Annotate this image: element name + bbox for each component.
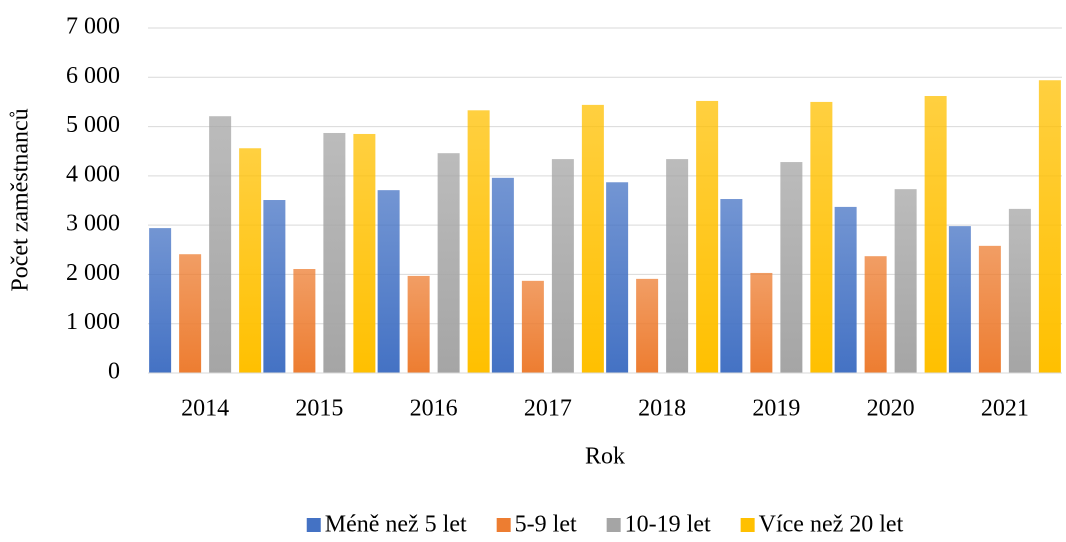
bar xyxy=(978,245,1001,373)
bar xyxy=(948,226,971,373)
legend-label: 10-19 let xyxy=(625,512,711,538)
bar xyxy=(780,162,803,373)
x-tick-label: 2019 xyxy=(752,396,800,422)
y-axis-title: Počet zaměstnanců xyxy=(8,108,34,291)
bar xyxy=(696,100,719,373)
bar xyxy=(864,256,887,373)
legend-swatch xyxy=(740,518,755,532)
bar xyxy=(606,182,629,373)
bar xyxy=(924,96,947,373)
bar xyxy=(149,228,172,373)
bar xyxy=(293,269,316,373)
x-tick-label: 2015 xyxy=(295,396,343,422)
legend-label: Více než 20 let xyxy=(759,512,904,538)
x-tick-label: 2017 xyxy=(524,396,572,422)
y-tick-label: 1 000 xyxy=(66,309,120,335)
x-tick-label: 2020 xyxy=(867,396,915,422)
y-tick-label: 2 000 xyxy=(66,260,120,286)
legend: Méně než 5 let 5-9 let 10-19 let Více než 2… xyxy=(306,512,904,538)
y-tick-label: 4 000 xyxy=(66,161,120,187)
bar xyxy=(263,200,286,373)
bar xyxy=(810,101,833,373)
x-axis-title: Rok xyxy=(585,444,625,470)
bar xyxy=(407,275,430,373)
bar xyxy=(491,177,514,373)
bar xyxy=(437,153,460,373)
y-tick-label: 0 xyxy=(108,359,120,385)
x-tick-label: 2014 xyxy=(181,396,229,422)
y-tick-label: 7 000 xyxy=(66,14,120,40)
bar xyxy=(239,148,262,373)
bar xyxy=(323,132,346,373)
bar xyxy=(467,110,490,374)
legend-swatch xyxy=(306,518,321,532)
legend-swatch xyxy=(606,518,621,532)
legend-label: 5-9 let xyxy=(515,512,577,538)
bar xyxy=(209,116,232,373)
y-tick-label: 6 000 xyxy=(66,63,120,89)
bar xyxy=(521,280,544,373)
x-tick-label: 2021 xyxy=(981,396,1029,422)
y-tick-label: 5 000 xyxy=(66,112,120,138)
y-tick-label: 3 000 xyxy=(66,211,120,237)
bar xyxy=(666,159,689,373)
bar xyxy=(581,104,604,373)
x-tick-label: 2016 xyxy=(410,396,458,422)
bar xyxy=(551,159,574,373)
bar xyxy=(353,133,376,373)
bar xyxy=(1038,80,1061,373)
bar xyxy=(894,189,917,373)
bar xyxy=(377,190,400,373)
bar xyxy=(834,206,857,373)
bar xyxy=(636,278,659,373)
legend-swatch xyxy=(496,518,511,532)
bar xyxy=(179,254,202,373)
bar xyxy=(1008,208,1031,373)
bar xyxy=(720,199,743,373)
legend-label: Méně než 5 let xyxy=(325,512,467,538)
x-tick-label: 2018 xyxy=(638,396,686,422)
bar xyxy=(750,272,773,373)
